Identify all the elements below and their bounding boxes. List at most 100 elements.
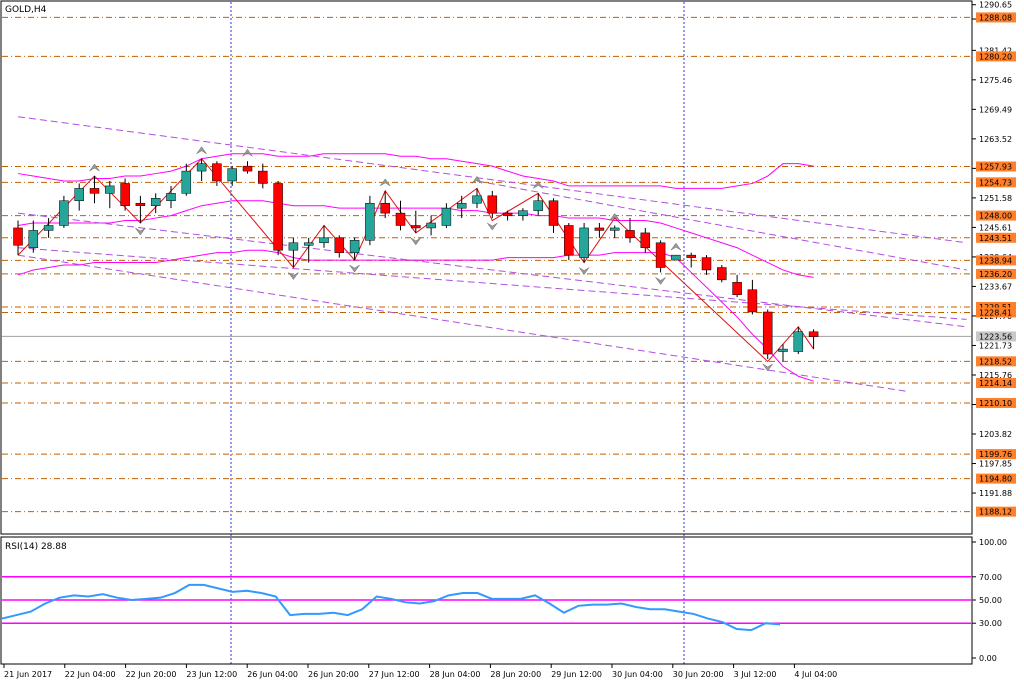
candle-bull: [426, 222, 436, 229]
candle-bull: [74, 188, 84, 202]
candle-bull: [288, 242, 299, 251]
level-label: 1199.76: [979, 450, 1012, 459]
candle-bear: [395, 212, 406, 226]
candle-bull: [349, 240, 360, 253]
candle-bear: [717, 267, 727, 281]
fractal-up-marker: [379, 178, 391, 187]
price-tick-label: 1203.82: [979, 430, 1012, 439]
rsi-tick-label: 0.00: [979, 654, 997, 663]
level-label-bg: [976, 51, 1016, 62]
candle-bear: [594, 227, 605, 231]
fractal-down-marker: [762, 363, 773, 372]
price-tick-label: 1281.42: [979, 46, 1012, 55]
candle-bull: [227, 168, 237, 182]
level-label: 1214.14: [979, 379, 1012, 388]
rsi-pane: [1, 576, 971, 632]
candle-bear: [258, 170, 268, 184]
rsi-tick-label: 30.00: [979, 619, 1002, 628]
candle-bull: [166, 193, 176, 202]
fractal-up-marker: [242, 148, 253, 157]
level-label: 1236.20: [979, 270, 1012, 279]
candles: [13, 158, 819, 362]
candle-bear: [334, 237, 345, 253]
level-labels: 1288.08 1280.20 1257.93 1254.73 1248.00 1243.…: [976, 12, 1016, 517]
candle-bull: [456, 202, 467, 209]
level-label: 1218.52: [979, 357, 1012, 366]
fractal-up-marker: [196, 146, 207, 154]
candle-bear: [548, 200, 559, 226]
bollinger-lower: [17, 249, 814, 382]
fractal-down-marker: [288, 272, 299, 280]
candle-bear: [89, 188, 100, 194]
level-label: 1243.51: [979, 234, 1012, 243]
price-tick-label: 1197.85: [979, 460, 1012, 469]
time-tick-label: 30 Jun 20:00: [673, 670, 724, 679]
bollinger-upper: [17, 153, 814, 189]
candle-bear: [411, 225, 421, 229]
trendlines: [17, 116, 967, 392]
candle-bull: [150, 198, 161, 206]
price-tick-label: 1191.88: [979, 489, 1012, 498]
trendline: [17, 254, 906, 392]
rsi-tick-label: 70.00: [979, 573, 1002, 582]
candle-bull: [365, 202, 375, 241]
rsi-label: RSI(14) 28.88: [5, 542, 67, 552]
candle-bear: [640, 232, 651, 248]
level-label-bg: [976, 161, 1016, 172]
candle-bear: [564, 225, 574, 256]
time-tick-label: 29 Jun 12:00: [551, 670, 602, 679]
time-tick-label: 26 Jun 20:00: [308, 670, 359, 679]
time-axis: 21 Jun 2017 22 Jun 04:00 22 Jun 20:00 23 Ju…: [3, 664, 837, 679]
fractal-down-marker: [578, 267, 590, 275]
candle-bull: [28, 230, 39, 248]
fractal-down-marker: [410, 237, 422, 246]
candle-bull: [181, 170, 192, 194]
level-label-bg: [976, 307, 1016, 318]
level-label-bg: [976, 377, 1016, 388]
level-label-bg: [976, 473, 1016, 484]
candle-bull: [609, 227, 620, 231]
level-label: 1280.20: [979, 52, 1012, 61]
price-tick-label: 1251.58: [979, 194, 1012, 203]
trendline: [476, 180, 967, 271]
candle-bear: [120, 183, 130, 206]
time-tick-label: 26 Jun 04:00: [247, 670, 298, 679]
candle-bull: [59, 200, 69, 226]
candle-bear: [13, 227, 23, 246]
candle-bear: [747, 289, 758, 313]
level-label-bg: [976, 12, 1016, 23]
time-tick-label: 21 Jun 2017: [4, 670, 52, 679]
candle-bear: [625, 230, 635, 239]
price-levels: [2, 16, 971, 513]
symbol-label: GOLD,H4: [5, 5, 47, 15]
price-tick-label: 1245.61: [979, 223, 1012, 232]
candle-bear: [732, 282, 742, 295]
current-price-badge: [976, 331, 1016, 342]
time-tick-label: 22 Jun 20:00: [126, 670, 177, 679]
price-tick-label: 1275.46: [979, 76, 1012, 85]
fractal-down-marker: [487, 222, 498, 231]
level-label: 1228.41: [979, 308, 1012, 317]
candle-bear: [212, 163, 222, 182]
candle-bull: [43, 225, 54, 231]
level-label-bg: [976, 449, 1016, 460]
level-label-bg: [976, 268, 1016, 279]
fractal-down-marker: [349, 264, 360, 273]
level-label-bg: [976, 506, 1016, 517]
candle-bear: [686, 254, 696, 258]
level-label-bg: [976, 210, 1016, 221]
candle-bull: [579, 227, 589, 258]
trendline: [17, 116, 967, 244]
candle-bull: [793, 331, 804, 352]
candle-bear: [762, 311, 773, 355]
candle-bear: [380, 202, 390, 214]
level-label-bg: [976, 356, 1016, 367]
level-label-bg: [976, 255, 1016, 266]
price-tick-label: 1233.67: [979, 282, 1012, 291]
time-tick-label: 27 Jun 12:00: [369, 670, 420, 679]
candle-bear: [502, 212, 513, 216]
time-tick-label: 28 Jun 20:00: [490, 670, 541, 679]
level-label-bg: [976, 177, 1016, 188]
